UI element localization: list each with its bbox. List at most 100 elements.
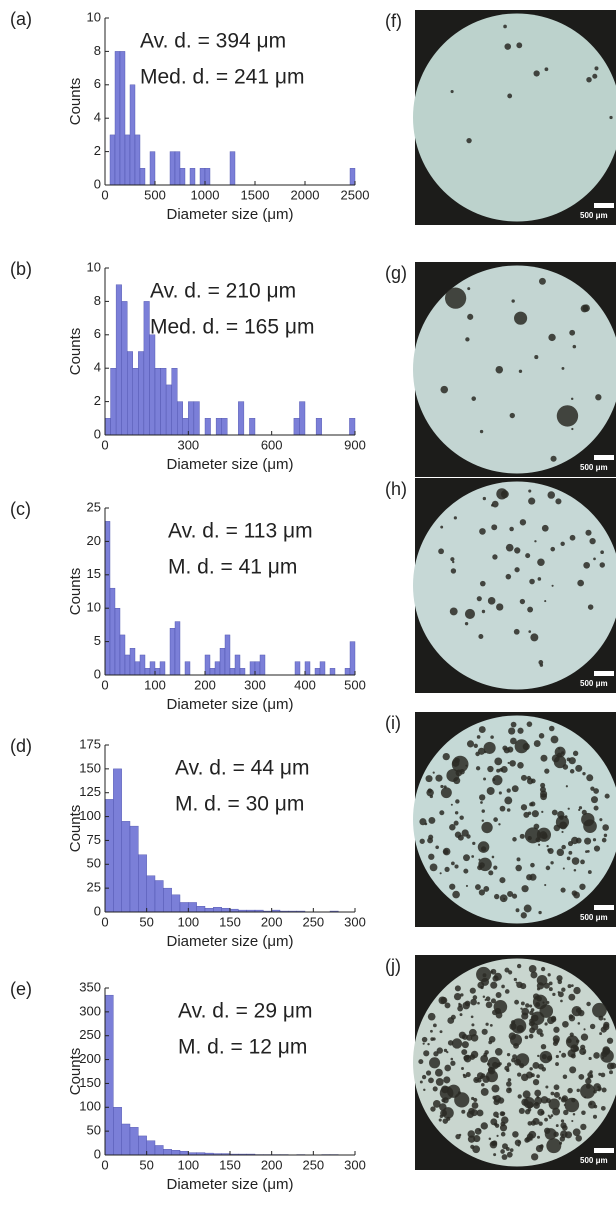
droplet	[435, 1077, 444, 1086]
x-tick-label: 900	[344, 437, 366, 452]
droplet	[521, 1012, 529, 1020]
droplet	[523, 1097, 535, 1109]
bar	[110, 368, 117, 436]
droplet	[587, 870, 592, 874]
droplet	[579, 1047, 587, 1055]
droplet	[567, 807, 570, 810]
panel-label: (i)	[385, 713, 401, 733]
bar	[169, 151, 176, 186]
scale-bar	[594, 671, 614, 676]
droplet	[578, 806, 583, 810]
droplet	[433, 1051, 439, 1057]
droplet	[571, 427, 574, 431]
bar	[159, 661, 166, 676]
droplet	[536, 1135, 541, 1139]
droplet	[495, 992, 502, 998]
droplet	[504, 967, 510, 973]
bar	[154, 368, 161, 436]
droplet	[461, 1067, 464, 1070]
droplet	[488, 870, 494, 876]
bar	[221, 907, 231, 913]
droplet	[527, 811, 532, 815]
droplet	[479, 580, 486, 587]
bar	[177, 401, 183, 436]
droplet	[585, 1077, 592, 1085]
droplet	[527, 1107, 532, 1112]
droplet	[547, 1114, 550, 1117]
droplet	[557, 991, 560, 994]
droplet	[594, 66, 599, 71]
droplet	[517, 727, 524, 734]
scale-bar-label: 500 μm	[580, 913, 608, 922]
bar	[174, 621, 181, 676]
bar	[238, 401, 245, 436]
droplet	[541, 810, 544, 814]
droplet	[548, 1115, 552, 1119]
droplet	[507, 761, 510, 765]
droplet	[421, 1036, 428, 1043]
droplet	[488, 1137, 492, 1141]
droplet	[439, 1030, 443, 1034]
droplet	[492, 1061, 499, 1069]
droplet	[530, 801, 536, 807]
x-tick-label: 1500	[241, 187, 270, 202]
droplet	[562, 1020, 569, 1028]
droplet	[464, 621, 469, 626]
droplet	[478, 794, 486, 801]
droplet	[531, 1023, 539, 1031]
droplet	[589, 537, 596, 545]
droplet	[525, 1136, 532, 1142]
droplet	[457, 834, 464, 841]
micrograph	[413, 478, 616, 693]
droplet	[441, 1098, 446, 1103]
droplet	[508, 727, 516, 735]
droplet	[432, 1100, 441, 1108]
droplet	[599, 562, 605, 568]
droplet	[503, 24, 507, 29]
droplet	[467, 1135, 476, 1143]
bar	[113, 1107, 122, 1156]
droplet	[580, 1083, 596, 1099]
droplet	[425, 775, 433, 783]
x-tick-label: 100	[144, 677, 166, 692]
y-tick-label: 20	[87, 533, 101, 548]
droplet	[497, 1097, 505, 1104]
droplet	[464, 1000, 471, 1007]
droplet	[544, 768, 550, 774]
droplet	[476, 1109, 484, 1117]
droplet	[538, 733, 545, 739]
bar	[149, 334, 156, 436]
droplet	[439, 1103, 447, 1111]
x-tick-label: 500	[144, 187, 166, 202]
droplet	[573, 986, 581, 995]
droplet	[453, 992, 462, 1001]
droplet	[481, 977, 490, 986]
droplet	[536, 1074, 540, 1079]
droplet	[515, 864, 522, 872]
droplet	[546, 1138, 562, 1154]
y-tick-label: 25	[87, 880, 101, 895]
bar	[139, 654, 146, 676]
droplet	[560, 999, 563, 1003]
bar	[171, 894, 181, 913]
droplet	[478, 889, 486, 896]
droplet	[571, 857, 580, 865]
y-tick-label: 2	[94, 143, 101, 158]
bar	[299, 401, 306, 436]
droplet	[512, 893, 518, 899]
droplet	[483, 1052, 488, 1057]
droplet	[460, 993, 464, 997]
droplet	[427, 1012, 436, 1021]
bar	[196, 906, 206, 913]
droplet	[466, 834, 471, 839]
droplet	[487, 765, 494, 773]
droplet	[474, 884, 481, 890]
bar	[113, 768, 122, 913]
bar	[154, 880, 164, 913]
y-axis-label: Counts	[67, 1048, 84, 1096]
droplet	[575, 764, 583, 772]
droplet	[550, 1114, 554, 1118]
bar	[127, 351, 133, 436]
droplet	[519, 598, 526, 605]
droplet	[505, 573, 512, 580]
